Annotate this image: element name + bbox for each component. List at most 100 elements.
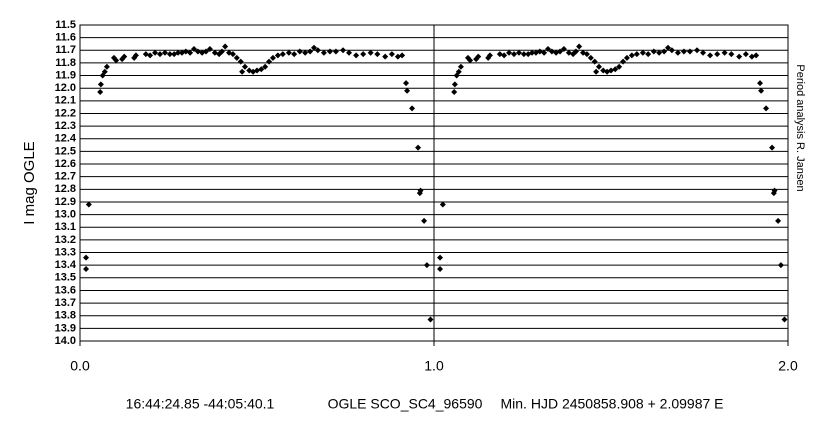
point xyxy=(229,51,236,58)
point xyxy=(714,51,721,58)
point xyxy=(103,63,110,70)
y-tick-label: 13.7 xyxy=(55,297,76,309)
point xyxy=(775,217,782,224)
side-note: Period analysis R. Jansen xyxy=(794,64,806,191)
x-tick-label: 0.0 xyxy=(70,358,90,374)
point xyxy=(233,54,240,61)
plot-frame xyxy=(79,24,789,342)
point xyxy=(326,48,333,55)
point xyxy=(612,66,619,73)
point xyxy=(83,265,90,272)
point xyxy=(437,265,444,272)
point xyxy=(520,51,527,58)
point xyxy=(591,58,598,65)
y-tick-label: 12.1 xyxy=(55,95,76,107)
point xyxy=(560,46,567,53)
point xyxy=(707,52,714,59)
y-tick-label: 12.8 xyxy=(55,183,76,195)
point xyxy=(486,52,493,59)
point xyxy=(633,51,640,58)
point xyxy=(674,49,681,56)
point xyxy=(572,48,579,55)
y-tick-label: 11.6 xyxy=(55,32,76,44)
point xyxy=(736,53,743,60)
point xyxy=(307,48,314,55)
point xyxy=(203,48,210,55)
x-tick-label: 1.0 xyxy=(424,358,444,374)
point xyxy=(374,51,381,58)
point xyxy=(781,316,788,323)
point xyxy=(237,58,244,65)
point xyxy=(587,54,594,61)
point xyxy=(360,51,367,58)
point xyxy=(595,63,602,70)
point xyxy=(409,105,416,112)
point xyxy=(541,49,548,56)
point xyxy=(291,51,298,58)
y-tick-label: 13.6 xyxy=(55,284,76,296)
point xyxy=(320,49,327,56)
caption: 16:44:24.85 -44:05:40.1 xyxy=(126,396,275,412)
point xyxy=(97,81,104,88)
point xyxy=(279,51,286,58)
point xyxy=(680,48,687,55)
y-tick-label: 11.8 xyxy=(55,57,76,69)
y-tick-label: 14.0 xyxy=(55,335,76,347)
point xyxy=(310,44,317,51)
point xyxy=(157,51,164,58)
point xyxy=(314,47,321,54)
point xyxy=(417,187,424,194)
point xyxy=(769,144,776,151)
point xyxy=(85,201,92,208)
y-tick-label: 13.4 xyxy=(55,259,77,271)
point xyxy=(121,53,128,60)
y-tick-label: 12.5 xyxy=(55,145,76,157)
point xyxy=(388,51,395,58)
point xyxy=(645,51,652,58)
point xyxy=(427,316,434,323)
y-tick-label: 13.3 xyxy=(55,246,76,258)
point xyxy=(593,68,600,75)
point xyxy=(661,48,668,55)
point xyxy=(529,49,536,56)
y-tick-label: 13.8 xyxy=(55,310,76,322)
point xyxy=(166,51,173,58)
point xyxy=(628,52,635,59)
point xyxy=(269,54,276,61)
y-tick-label: 12.6 xyxy=(55,158,76,170)
point xyxy=(763,105,770,112)
point xyxy=(437,254,444,261)
point xyxy=(583,51,590,58)
y-tick-label: 13.1 xyxy=(55,221,76,233)
y-tick-label: 12.9 xyxy=(55,196,76,208)
point xyxy=(576,43,583,50)
point xyxy=(686,48,693,55)
point xyxy=(742,51,749,58)
point xyxy=(451,81,458,88)
y-tick-label: 13.9 xyxy=(55,322,76,334)
caption: Min. HJD 2450858.908 + 2.09987 E xyxy=(501,396,724,412)
point xyxy=(274,52,281,59)
y-axis-label: I mag OGLE xyxy=(21,141,38,224)
point xyxy=(190,46,197,53)
point xyxy=(511,51,518,58)
point xyxy=(403,80,410,87)
point xyxy=(285,49,292,56)
y-tick-label: 13.5 xyxy=(55,272,76,284)
point xyxy=(777,262,784,269)
y-tick-label: 12.4 xyxy=(55,133,77,145)
point xyxy=(147,52,154,59)
point xyxy=(623,54,630,61)
point xyxy=(97,88,104,95)
point xyxy=(415,144,422,151)
y-tick-label: 11.5 xyxy=(55,19,76,31)
point xyxy=(467,57,474,64)
point xyxy=(728,51,735,58)
point xyxy=(332,48,339,55)
point xyxy=(439,201,446,208)
point xyxy=(753,52,760,59)
y-tick-label: 11.9 xyxy=(55,69,76,81)
caption: OGLE SCO_SC4_96590 xyxy=(328,396,483,412)
